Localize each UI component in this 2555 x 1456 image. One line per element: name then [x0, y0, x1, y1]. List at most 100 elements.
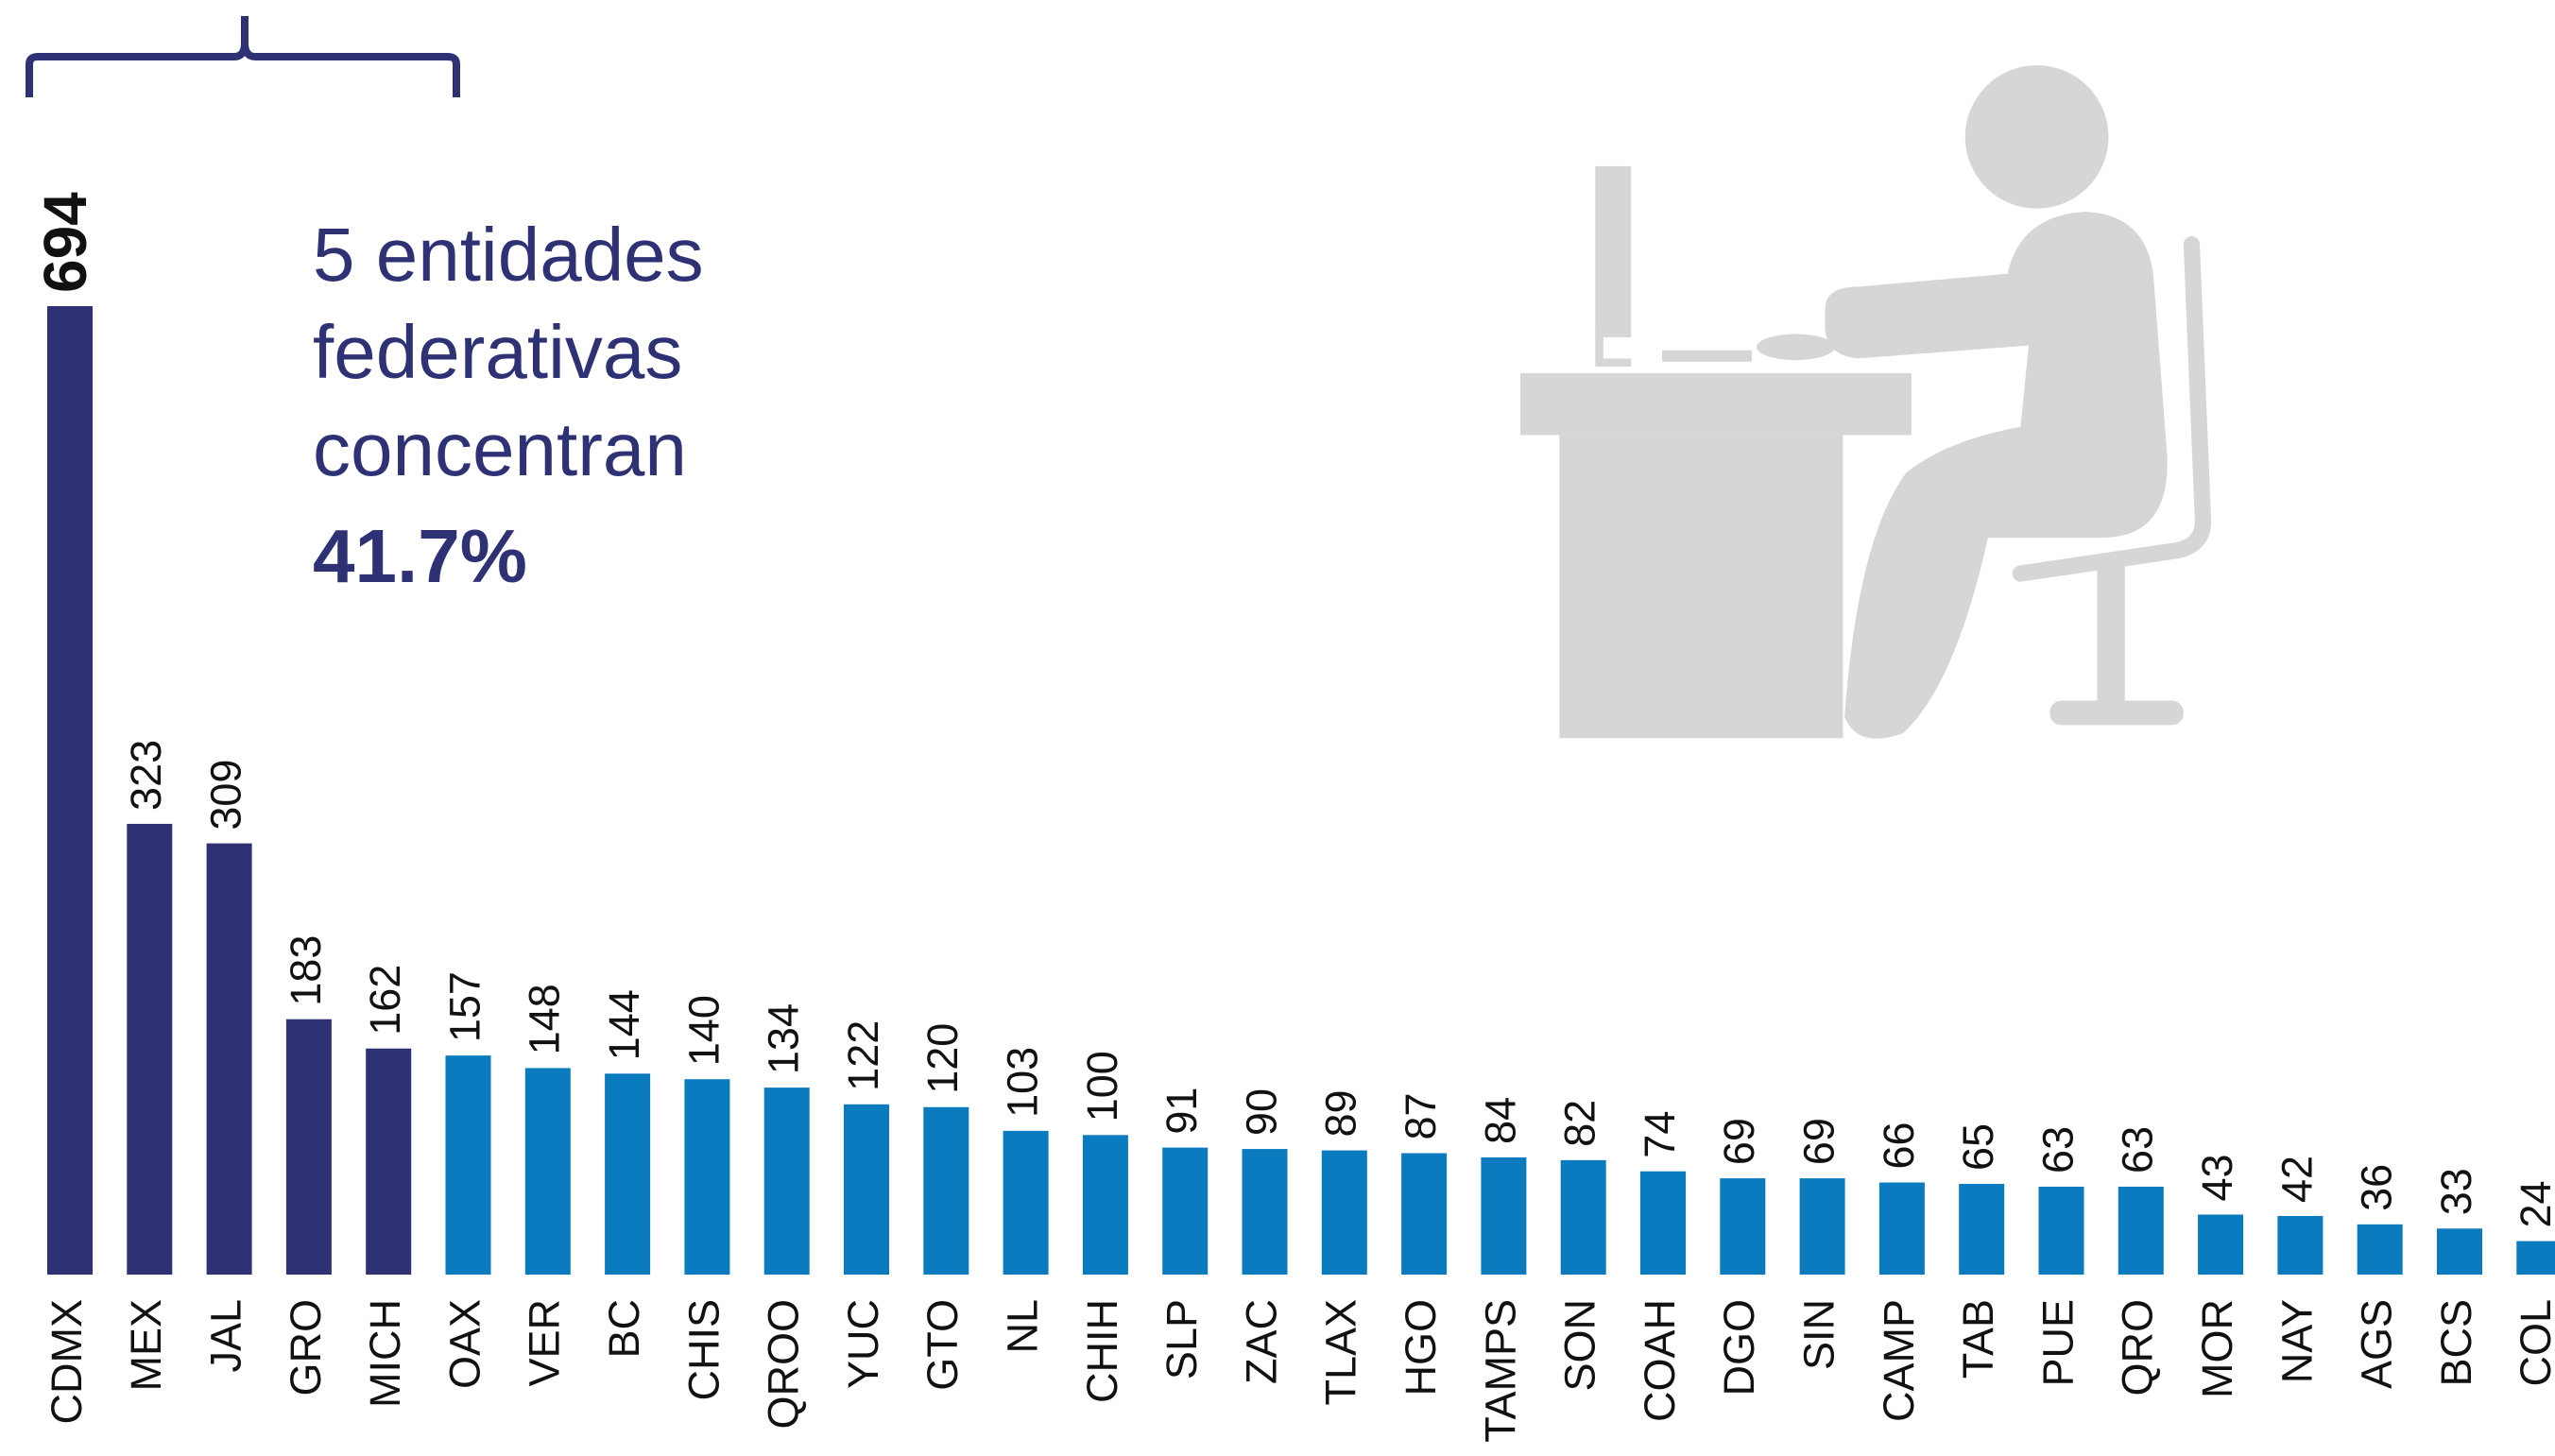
- value-label: 183: [282, 935, 330, 1006]
- annotation-line: concentran: [313, 407, 687, 491]
- chart: 5 entidades federativas concentran 41.7% C…: [0, 0, 2555, 1456]
- annotation: 5 entidades federativas concentran: [313, 213, 704, 491]
- value-label: 162: [361, 965, 409, 1036]
- value-label: 24: [2512, 1180, 2555, 1227]
- value-label: 63: [2033, 1126, 2082, 1173]
- x-tick-label: ZAC: [1237, 1299, 1285, 1384]
- x-tick-label: BCS: [2432, 1299, 2480, 1387]
- value-label: 42: [2272, 1156, 2321, 1203]
- value-label: 91: [1157, 1088, 1206, 1135]
- x-tick-label: CHIH: [1078, 1299, 1126, 1403]
- bar: [764, 1088, 810, 1275]
- x-tick-label: TAMPS: [1476, 1299, 1524, 1443]
- x-tick-label: COAH: [1636, 1299, 1684, 1422]
- value-label: 309: [201, 760, 249, 831]
- x-tick-label: SON: [1556, 1299, 1604, 1392]
- x-tick-label: NL: [998, 1299, 1046, 1354]
- bar: [1561, 1160, 1606, 1275]
- bar: [366, 1049, 411, 1275]
- x-tick-label: TAB: [1954, 1299, 2002, 1379]
- bar: [446, 1055, 491, 1275]
- x-tick-label: SLP: [1157, 1299, 1206, 1379]
- value-label: 148: [521, 984, 569, 1054]
- bar: [1003, 1131, 1049, 1275]
- annotation-line: 5 entidades: [313, 213, 704, 297]
- x-tick-label: MICH: [361, 1299, 409, 1408]
- value-label: 157: [440, 971, 489, 1042]
- value-label: 103: [998, 1047, 1046, 1118]
- bar: [605, 1073, 650, 1275]
- illustration: [1520, 65, 2203, 739]
- bar: [1401, 1154, 1447, 1275]
- bar: [2516, 1242, 2555, 1275]
- bar: [1720, 1178, 1765, 1275]
- annotation-line: federativas: [313, 310, 682, 394]
- value-label: 100: [1078, 1051, 1126, 1122]
- x-tick-label: CAMP: [1875, 1299, 1923, 1422]
- value-label: 65: [1954, 1123, 2002, 1171]
- bar: [1959, 1184, 2004, 1275]
- value-label: 63: [2114, 1126, 2162, 1173]
- annotation-value: 41.7%: [313, 514, 527, 598]
- x-tick-label: QRO: [2114, 1299, 2162, 1396]
- bar: [286, 1019, 332, 1275]
- value-label: 144: [600, 989, 648, 1060]
- bar: [2437, 1228, 2482, 1275]
- value-label: 74: [1636, 1111, 1684, 1158]
- value-label: 33: [2432, 1168, 2480, 1215]
- bar: [1800, 1178, 1845, 1275]
- value-label: 122: [839, 1020, 887, 1091]
- bar: [2277, 1216, 2323, 1275]
- x-tick-label: QROO: [760, 1299, 808, 1430]
- bar: [844, 1105, 889, 1275]
- bar: [207, 844, 252, 1275]
- value-label: 82: [1556, 1100, 1604, 1147]
- x-tick-label: DGO: [1715, 1299, 1763, 1396]
- value-label: 89: [1317, 1089, 1365, 1137]
- value-label: 140: [679, 995, 728, 1066]
- value-label: 69: [1715, 1118, 1763, 1165]
- bar: [2118, 1187, 2164, 1275]
- bar: [525, 1068, 571, 1275]
- bar: [1322, 1151, 1367, 1275]
- bar: [47, 306, 93, 1275]
- x-tick-label: BC: [600, 1299, 648, 1359]
- bar: [1162, 1148, 1208, 1275]
- bar: [1481, 1157, 1526, 1275]
- x-tick-label: OAX: [440, 1299, 489, 1389]
- bar: [2039, 1187, 2084, 1275]
- x-tick-label: COL: [2512, 1299, 2555, 1387]
- bar: [923, 1107, 969, 1275]
- x-tick-label: NAY: [2272, 1299, 2321, 1383]
- bar: [684, 1079, 729, 1275]
- value-label: 694: [31, 192, 99, 293]
- x-tick-label: MEX: [122, 1299, 170, 1392]
- value-label: 87: [1397, 1092, 1445, 1139]
- x-tick-label: CHIS: [679, 1299, 728, 1401]
- bar: [1083, 1135, 1128, 1275]
- value-label: 84: [1476, 1097, 1524, 1144]
- x-tick-label: PUE: [2033, 1299, 2082, 1387]
- value-label: 69: [1794, 1118, 1843, 1165]
- x-tick-label: VER: [521, 1299, 569, 1387]
- x-tick-label: TLAX: [1317, 1299, 1365, 1406]
- x-tick-label: GTO: [918, 1299, 967, 1391]
- bar: [1640, 1172, 1686, 1275]
- x-tick-label: YUC: [839, 1299, 887, 1389]
- bar: [1879, 1183, 1925, 1275]
- value-label: 120: [918, 1023, 967, 1094]
- bar: [127, 824, 172, 1275]
- x-tick-label: GRO: [282, 1299, 330, 1396]
- bar: [2198, 1214, 2243, 1275]
- bar: [2358, 1225, 2403, 1275]
- value-label: 90: [1237, 1088, 1285, 1136]
- x-tick-label: SIN: [1794, 1299, 1843, 1370]
- bar: [1243, 1149, 1288, 1275]
- value-label: 134: [760, 1003, 808, 1074]
- bracket: [29, 16, 456, 97]
- x-tick-label: AGS: [2353, 1299, 2401, 1389]
- x-tick-label: JAL: [201, 1299, 249, 1373]
- x-tick-label: HGO: [1397, 1299, 1445, 1396]
- x-tick-label: CDMX: [43, 1299, 91, 1425]
- value-label: 66: [1875, 1122, 1923, 1169]
